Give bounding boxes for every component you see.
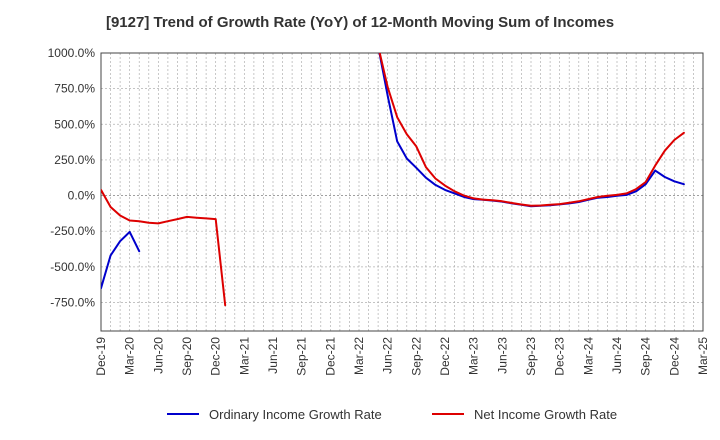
x-tick-label: Sep-20 bbox=[180, 337, 194, 376]
legend-label-net: Net Income Growth Rate bbox=[474, 407, 617, 422]
x-tick-label: Sep-23 bbox=[524, 337, 538, 376]
y-tick-label: 750.0% bbox=[54, 82, 95, 96]
y-tick-label: 500.0% bbox=[54, 117, 95, 131]
x-tick-label: Dec-21 bbox=[323, 337, 337, 376]
x-tick-label: Mar-25 bbox=[696, 337, 710, 375]
x-tick-label: Jun-22 bbox=[381, 337, 395, 374]
x-tick-label: Mar-24 bbox=[581, 337, 595, 375]
x-tick-label: Mar-22 bbox=[352, 337, 366, 375]
x-tick-label: Dec-24 bbox=[667, 337, 681, 376]
plot-area bbox=[101, 53, 703, 331]
y-tick-label: -500.0% bbox=[50, 260, 95, 274]
x-tick-label: Dec-19 bbox=[94, 337, 108, 376]
series-group bbox=[101, 53, 685, 307]
y-tick-label: 1000.0% bbox=[48, 46, 96, 60]
x-tick-label: Dec-20 bbox=[209, 337, 223, 376]
x-tick-label: Dec-22 bbox=[438, 337, 452, 376]
x-tick-label: Jun-20 bbox=[151, 337, 165, 374]
y-tick-label: -250.0% bbox=[50, 224, 95, 238]
x-tick-label: Dec-23 bbox=[553, 337, 567, 376]
x-tick-label: Jun-21 bbox=[266, 337, 280, 374]
x-tick-label: Jun-23 bbox=[495, 337, 509, 374]
plot-border bbox=[100, 52, 704, 332]
x-tick-label: Mar-20 bbox=[123, 337, 137, 375]
ordinary-income-line bbox=[101, 230, 141, 290]
y-tick-label: -750.0% bbox=[50, 295, 95, 309]
legend: Ordinary Income Growth Rate Net Income Gr… bbox=[167, 407, 617, 422]
x-tick-label: Sep-24 bbox=[639, 337, 653, 376]
x-tick-label: Sep-22 bbox=[409, 337, 423, 376]
net-income-line bbox=[101, 188, 227, 307]
x-tick-label: Sep-21 bbox=[295, 337, 309, 376]
chart-title: [9127] Trend of Growth Rate (YoY) of 12-… bbox=[105, 14, 615, 31]
y-tick-label: 250.0% bbox=[54, 153, 95, 167]
x-tick-label: Mar-23 bbox=[467, 337, 481, 375]
x-tick-label: Mar-21 bbox=[237, 337, 251, 375]
y-tick-label: 0.0% bbox=[68, 189, 96, 203]
x-tick-label: Jun-24 bbox=[610, 337, 624, 374]
net-income-line bbox=[378, 53, 685, 207]
legend-label-ordinary: Ordinary Income Growth Rate bbox=[209, 407, 382, 422]
